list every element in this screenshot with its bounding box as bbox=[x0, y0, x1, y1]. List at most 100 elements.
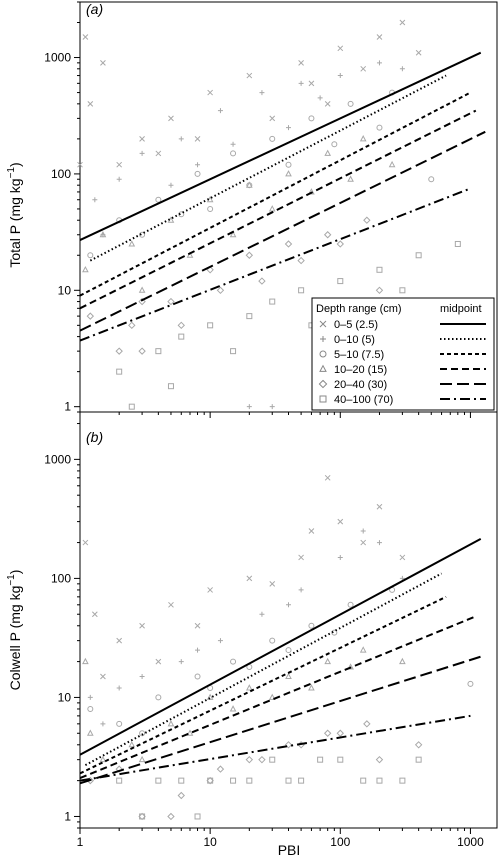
y-tick-label: 1000 bbox=[44, 51, 71, 65]
fit-line bbox=[79, 714, 471, 782]
data-point bbox=[245, 755, 254, 764]
data-point bbox=[337, 278, 344, 285]
data-point bbox=[298, 554, 304, 561]
data-point bbox=[286, 602, 291, 608]
data-point bbox=[399, 554, 406, 561]
legend-label: 0–10 (5) bbox=[334, 334, 375, 346]
data-point bbox=[128, 240, 136, 247]
data-point bbox=[324, 149, 332, 156]
data-point bbox=[178, 136, 184, 142]
data-point bbox=[178, 777, 185, 784]
data-point bbox=[308, 115, 315, 122]
data-point bbox=[298, 287, 305, 294]
data-point bbox=[415, 252, 422, 259]
data-point bbox=[337, 73, 343, 79]
data-point bbox=[207, 205, 214, 212]
data-point bbox=[230, 658, 237, 665]
data-point bbox=[155, 694, 162, 701]
data-point bbox=[388, 160, 396, 168]
data-point bbox=[86, 729, 94, 736]
legend-marker-cross bbox=[319, 320, 327, 328]
data-point bbox=[186, 729, 194, 736]
data-point bbox=[116, 685, 122, 691]
data-point bbox=[87, 252, 94, 259]
panel-b-ylabel: Colwell P (mg kg−1) bbox=[6, 570, 23, 691]
data-point bbox=[216, 286, 225, 295]
data-point bbox=[168, 115, 174, 122]
data-point bbox=[168, 601, 174, 608]
fit-line bbox=[79, 655, 482, 785]
fit-line bbox=[79, 51, 482, 241]
fit-line bbox=[79, 91, 471, 297]
y-tick-label: 100 bbox=[51, 571, 71, 585]
data-point bbox=[99, 230, 107, 238]
data-point bbox=[360, 528, 366, 534]
data-point bbox=[363, 720, 371, 728]
data-point bbox=[92, 197, 98, 203]
data-point bbox=[87, 694, 93, 700]
data-point bbox=[100, 721, 106, 727]
data-point bbox=[415, 756, 422, 763]
data-point bbox=[138, 286, 146, 293]
data-point bbox=[317, 95, 323, 101]
data-point bbox=[360, 65, 367, 72]
data-point bbox=[115, 765, 123, 773]
data-point bbox=[155, 777, 162, 784]
data-point bbox=[82, 34, 89, 40]
data-point bbox=[298, 587, 304, 593]
legend-marker-circle bbox=[319, 350, 327, 358]
legend-marker-plus bbox=[320, 336, 326, 342]
data-point bbox=[284, 240, 293, 248]
panel-b-points bbox=[82, 474, 474, 821]
panel-b-frame bbox=[79, 411, 498, 829]
data-point bbox=[116, 720, 123, 727]
data-point bbox=[194, 673, 201, 680]
data-point bbox=[116, 777, 123, 784]
data-point bbox=[230, 348, 237, 355]
data-point bbox=[178, 333, 185, 340]
data-point bbox=[139, 622, 145, 629]
data-point bbox=[100, 673, 106, 680]
legend-label: 5–10 (7.5) bbox=[334, 349, 384, 361]
data-point bbox=[359, 646, 367, 653]
panel-a-label: (a) bbox=[86, 1, 103, 17]
data-point bbox=[399, 19, 406, 26]
data-point bbox=[245, 181, 253, 188]
data-point bbox=[258, 277, 266, 285]
data-point bbox=[336, 240, 344, 248]
data-point bbox=[116, 161, 123, 168]
data-point bbox=[178, 211, 185, 218]
fit-line bbox=[79, 537, 482, 756]
data-point bbox=[139, 673, 145, 679]
data-point bbox=[167, 383, 174, 390]
data-point bbox=[194, 622, 201, 629]
x-tick-label: 1000 bbox=[457, 835, 484, 849]
data-point bbox=[297, 256, 305, 265]
data-point bbox=[298, 60, 304, 66]
data-point bbox=[324, 100, 331, 107]
x-tick-label: 10 bbox=[203, 835, 217, 849]
data-point bbox=[375, 755, 384, 764]
data-point bbox=[375, 286, 384, 295]
data-point bbox=[138, 297, 146, 306]
data-point bbox=[337, 518, 344, 525]
data-point bbox=[116, 368, 123, 375]
data-point bbox=[323, 231, 332, 239]
data-point bbox=[177, 321, 185, 330]
legend-label: 40–100 (70) bbox=[334, 394, 393, 406]
y-tick-label: 1 bbox=[64, 809, 71, 823]
data-point bbox=[229, 230, 237, 238]
data-point bbox=[207, 89, 213, 96]
data-point bbox=[285, 777, 292, 784]
data-point bbox=[246, 72, 253, 79]
fit-line bbox=[79, 595, 447, 775]
data-point bbox=[82, 657, 89, 665]
data-point bbox=[414, 741, 423, 749]
data-point bbox=[87, 100, 94, 107]
data-point bbox=[376, 34, 383, 40]
data-point bbox=[337, 756, 344, 763]
data-point bbox=[86, 312, 95, 320]
data-point bbox=[308, 622, 315, 629]
data-point bbox=[269, 637, 276, 644]
